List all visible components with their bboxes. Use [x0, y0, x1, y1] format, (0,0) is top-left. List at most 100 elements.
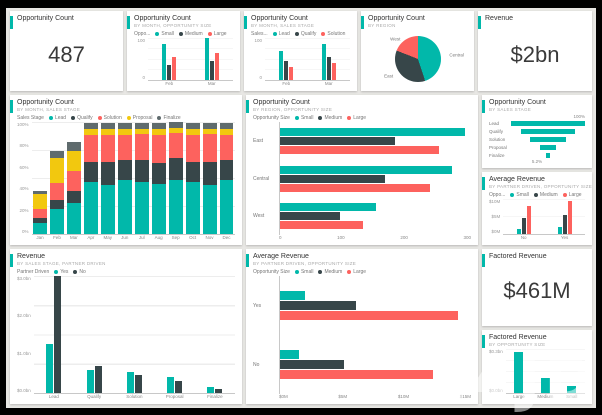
- y-axis-labels: $0.3bn $0.0bn: [489, 349, 506, 401]
- legend-item: Small: [294, 269, 313, 275]
- bar-qualify: [284, 61, 289, 80]
- tile-average-revenue-mini[interactable]: Average Revenue BY PARTNER DRIVEN, OPPOR…: [482, 172, 592, 245]
- tile-subtitle: BY REGION, OPPORTUNITY SIZE: [253, 107, 333, 112]
- x-tick-label: Apr: [87, 235, 95, 240]
- bar-large: [280, 145, 440, 154]
- tile-average-revenue-by-partner-size[interactable]: Average Revenue BY PARTNER DRIVEN, OPPOR…: [246, 249, 478, 404]
- y-tick-label: 100: [254, 38, 262, 43]
- bar-segment-qualify: [151, 163, 166, 184]
- legend-item: Large: [562, 192, 582, 198]
- plot-area: Yes No $0M $5M $10M $15M: [253, 276, 471, 401]
- bar-medium: [280, 360, 344, 369]
- x-tick-label: Feb: [282, 81, 291, 86]
- tile-title: Opportunity Count: [368, 15, 425, 22]
- plot-area: $3.0bn $2.0bn $1.0bn $0.0bn Lead Qualify Solut…: [17, 276, 235, 401]
- bar-lead: [279, 50, 284, 80]
- legend-label: Medium: [324, 115, 343, 121]
- bar-segment-solution: [83, 135, 98, 163]
- bar-segment-solution: [117, 135, 132, 161]
- tile-opportunity-count-by-region-pie[interactable]: Opportunity Count BY REGION Central East W…: [361, 11, 474, 91]
- stacked-bar: [66, 122, 81, 234]
- bar-group: [34, 276, 74, 393]
- tile-title: Opportunity Count: [489, 99, 546, 106]
- bar-zone: [511, 121, 585, 127]
- plot-column: Feb Mar: [148, 38, 233, 88]
- tile-factored-revenue-card[interactable]: Factored Revenue $461M: [482, 249, 592, 326]
- bar-segment-lead: [202, 184, 217, 234]
- y-tick-label: 80%: [19, 143, 29, 149]
- tile-subtitle: BY OPPORTUNITY SIZE: [489, 342, 546, 347]
- bar-large: [172, 56, 177, 80]
- category-label: Solution: [489, 136, 506, 142]
- bar-segment-lead: [33, 222, 47, 234]
- tile-subtitle: BY PARTNER DRIVEN, OPPORTUNITY SIZE: [489, 184, 592, 189]
- x-tick-label: Sep: [171, 235, 180, 240]
- legend-label: Medium: [324, 269, 343, 275]
- bar-segment-finalize: [202, 123, 217, 129]
- bar-segment-solution: [202, 134, 217, 163]
- tile-title: Revenue: [485, 15, 514, 22]
- tile-accent: [10, 100, 13, 113]
- bar-segment-finalize: [134, 123, 149, 129]
- legend-label: Proposal: [132, 115, 153, 121]
- x-tick-label: $5M: [338, 394, 348, 399]
- x-tick-label: Dec: [222, 235, 231, 240]
- bar-segment-qualify: [202, 162, 217, 185]
- x-axis-labels: No Yes: [503, 235, 585, 242]
- y-axis-labels: 100 0: [134, 38, 148, 88]
- column-chart: $0.3bn $0.0bn Large Medium Small: [482, 347, 592, 404]
- tile-opportunity-count-stacked[interactable]: Opportunity Count BY MONTH, SALES STAGE …: [10, 95, 242, 245]
- legend-dot: [272, 32, 277, 36]
- plot-area: $0.3bn $0.0bn Large Medium Small: [489, 349, 585, 401]
- chart-legend: Oppo... Small Medium Large: [134, 30, 233, 38]
- tile-factored-revenue-by-size[interactable]: Factored Revenue BY OPPORTUNITY SIZE $0.…: [482, 330, 592, 404]
- x-tick-label: No: [520, 235, 527, 240]
- bar-segment-finalize: [49, 151, 64, 158]
- legend-dot: [155, 32, 160, 36]
- tile-opportunity-count-funnel[interactable]: Opportunity Count BY SALES STAGE 100% Lea…: [482, 95, 592, 168]
- bar-small: [162, 44, 167, 80]
- pie-chart: [394, 36, 441, 82]
- tile-opportunity-count-card[interactable]: Opportunity Count 487: [10, 11, 123, 91]
- x-tick-label: 200: [400, 235, 408, 240]
- bar-large: [526, 206, 531, 234]
- funnel-bar: [521, 129, 575, 135]
- bar-large: [280, 221, 363, 230]
- stacked-bar: [117, 122, 132, 234]
- legend-title: Oppo...: [134, 31, 151, 37]
- tile-accent: [244, 16, 247, 29]
- funnel-chart: 100% Lead Qualify Solution Proposal Finalize 5…: [482, 112, 592, 168]
- tile-revenue-card[interactable]: Revenue $2bn: [478, 11, 592, 91]
- x-tick-label: Finalize: [207, 394, 223, 399]
- plot: East Central West: [253, 122, 471, 236]
- plot-column: Lead Qualify Solution Proposal Finalize: [33, 276, 235, 401]
- x-tick-label: Lead: [48, 394, 59, 399]
- bar-yes: [46, 344, 54, 393]
- tile-accent: [482, 254, 485, 267]
- tile-opportunity-count-by-month-size[interactable]: Opportunity Count BY MONTH, OPPORTUNITY …: [127, 11, 240, 91]
- plot-column: Feb Mar: [265, 38, 350, 88]
- bar-medium: [280, 174, 386, 183]
- x-tick-label: Jan: [36, 235, 44, 240]
- category-label: Lead: [489, 121, 500, 127]
- tile-subtitle: BY PARTNER DRIVEN, OPPORTUNITY SIZE: [253, 261, 357, 266]
- tile-opportunity-count-by-month-stage[interactable]: Opportunity Count BY MONTH, SALES STAGE …: [244, 11, 357, 91]
- bar-segment-lead: [100, 184, 115, 234]
- legend-dot: [73, 270, 78, 274]
- x-axis-labels: Feb Mar: [265, 81, 350, 88]
- bar-no: [134, 375, 142, 393]
- bar-segment-finalize: [219, 123, 234, 129]
- tile-opportunity-count-by-region-size[interactable]: Opportunity Count BY REGION, OPPORTUNITY…: [246, 95, 478, 245]
- y-tick-label: $0.0bn: [489, 388, 503, 393]
- bar-segment-qualify: [66, 191, 81, 203]
- bar-segment-finalize: [168, 122, 183, 128]
- legend-label: Small: [161, 31, 174, 37]
- tile-revenue-by-stage-partner[interactable]: Revenue BY SALES STAGE, PARTNER DRIVEN P…: [10, 249, 242, 404]
- bar-group: [506, 349, 532, 393]
- category-label: No: [253, 361, 260, 368]
- bar-segment-lead: [117, 180, 132, 234]
- chart-legend: Sales Stage Lead Qualify Solution Proposal Fi…: [17, 114, 235, 122]
- legend-dot: [318, 116, 323, 120]
- legend-item: Solution: [321, 31, 345, 37]
- funnel-bar: [530, 136, 566, 142]
